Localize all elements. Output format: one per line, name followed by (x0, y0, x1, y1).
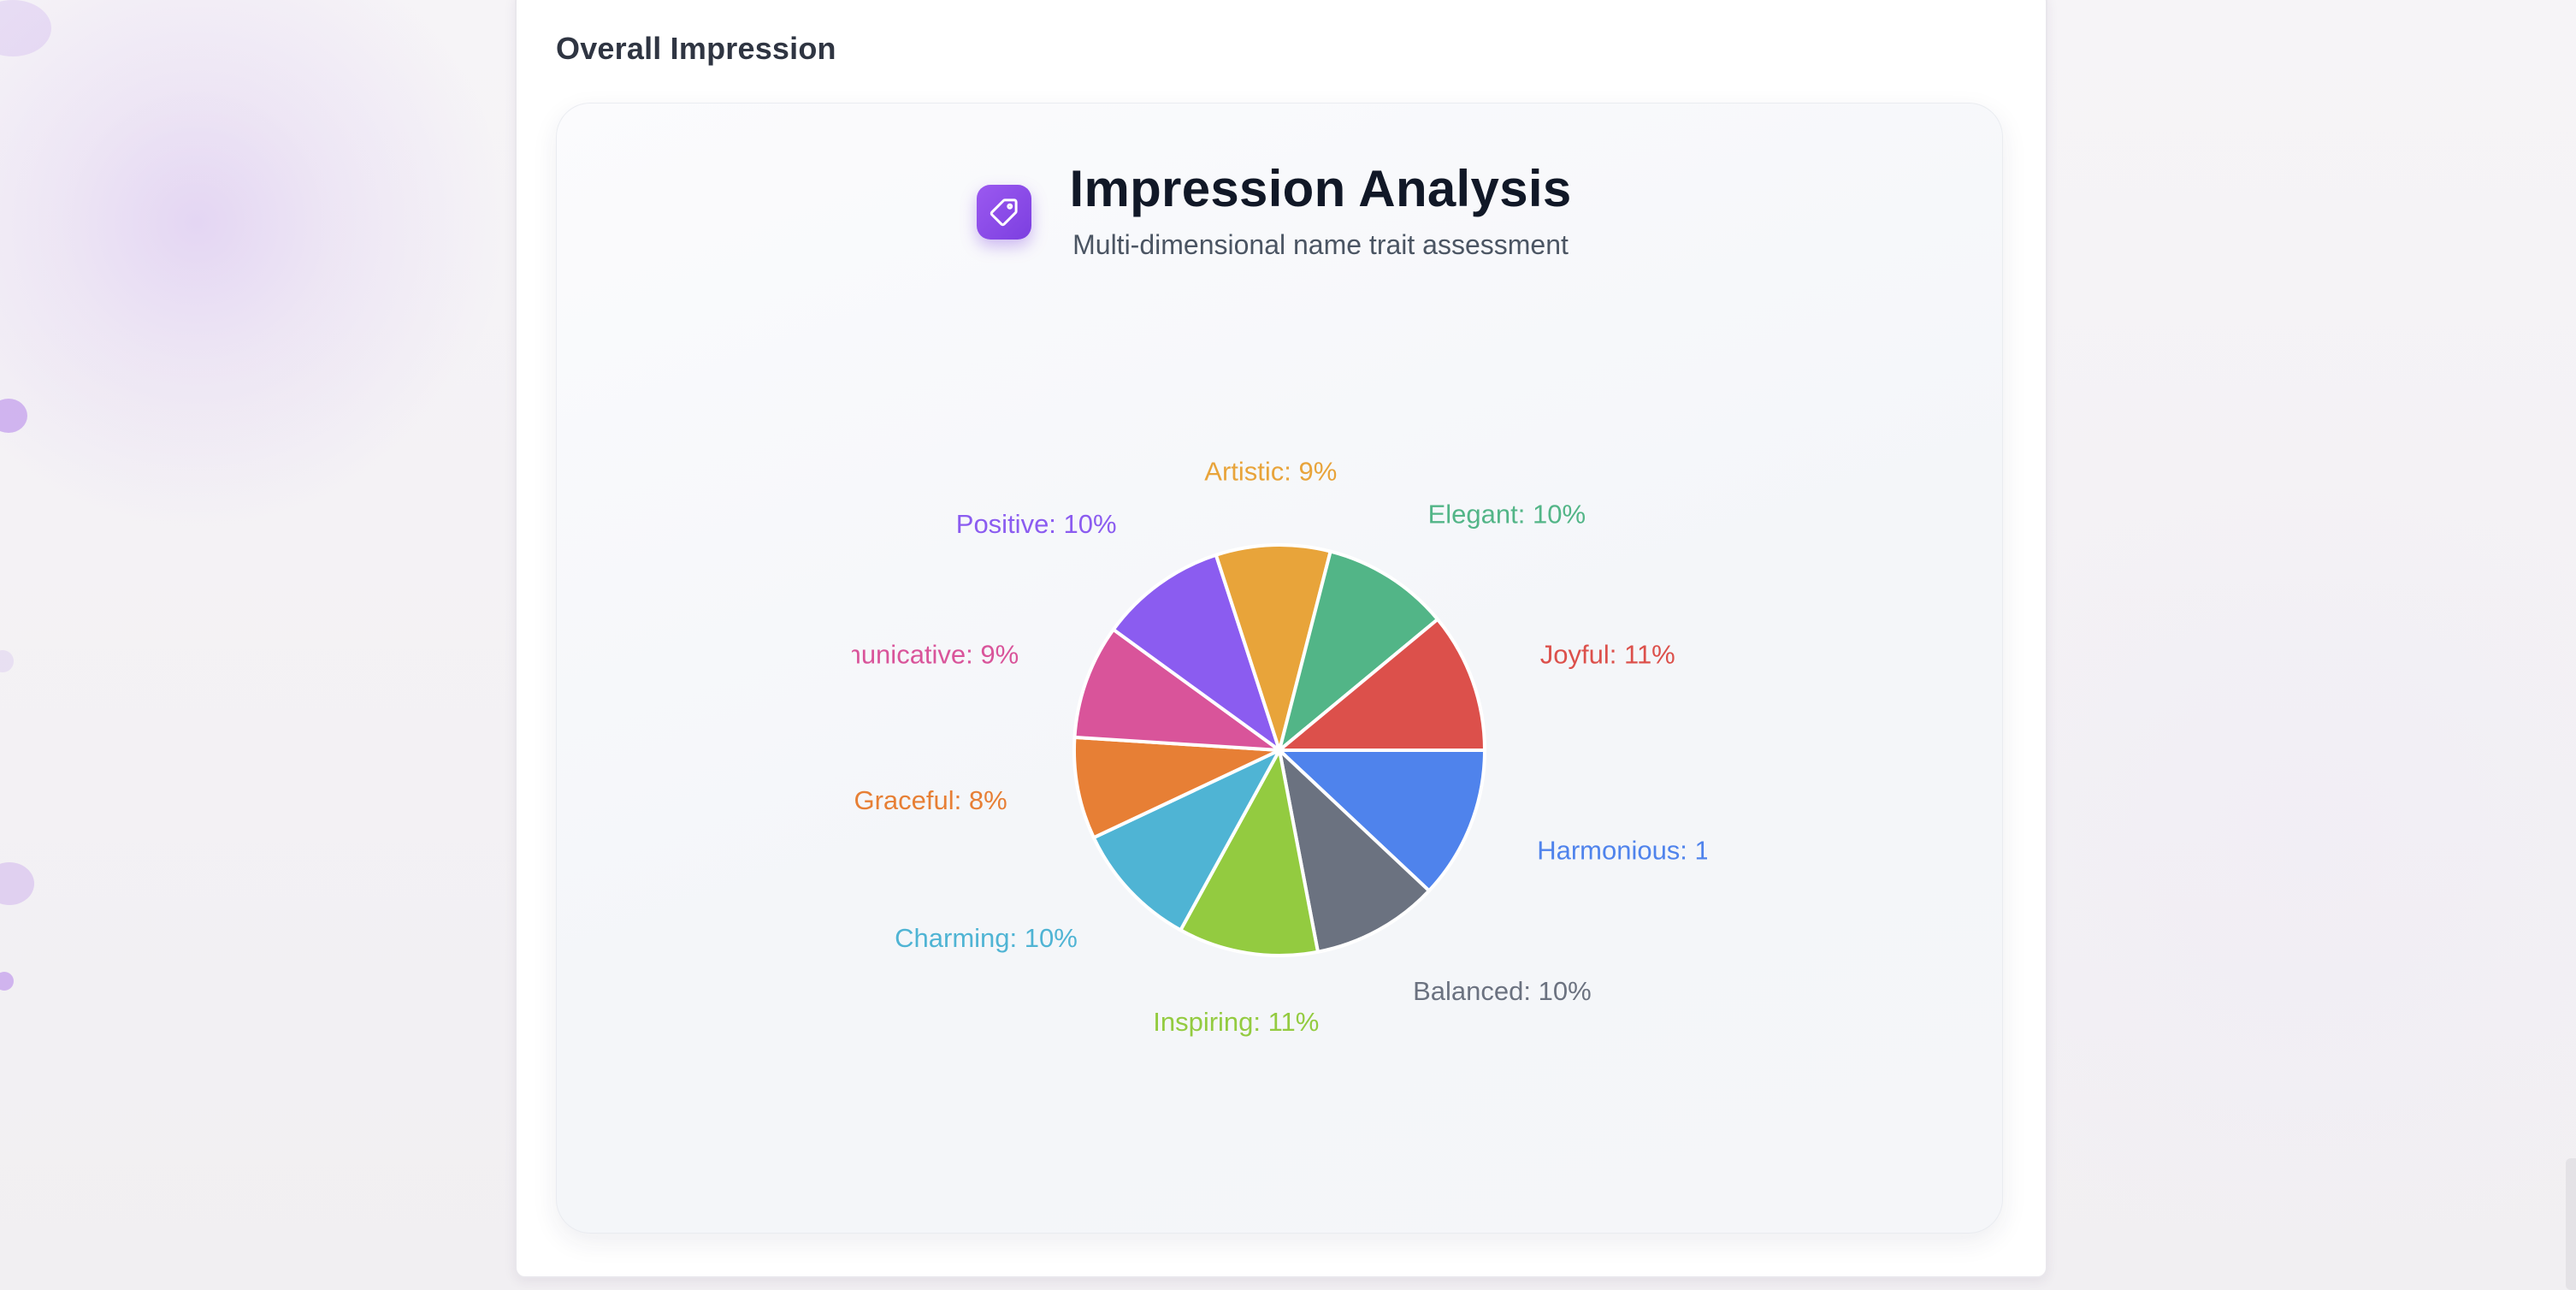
section-title: Overall Impression (556, 31, 836, 66)
pie-label-inspiring: Inspiring: 11% (1153, 1007, 1319, 1037)
pie-chart: Harmonious: 12% Balanced: 10% Inspiring: 1… (852, 445, 1707, 1061)
chart-title: Impression Analysis (1069, 160, 1572, 217)
decorative-dot (0, 399, 27, 433)
pie-slice-joyful[interactable] (1278, 618, 1486, 752)
pie-slice-harmonious[interactable] (1278, 749, 1486, 893)
pie-label-elegant: Elegant: 10% (1428, 500, 1586, 530)
decorative-dot (0, 862, 34, 905)
pie-label-graceful: Graceful: 8% (854, 785, 1007, 815)
pie-label-harmonious: Harmonious: 12% (1537, 835, 1707, 865)
chart-subtitle: Multi-dimensional name trait assessment (1072, 229, 1569, 260)
pie-label-joyful: Joyful: 11% (1540, 639, 1675, 669)
pie-chart-svg: Harmonious: 12% Balanced: 10% Inspiring: 1… (852, 456, 1707, 1037)
decorative-dot (0, 0, 51, 56)
pie-slice-communicative[interactable] (1072, 627, 1281, 752)
scrollbar-thumb[interactable] (2566, 1158, 2576, 1290)
pie-slice-inspiring[interactable] (1179, 749, 1320, 957)
pie-slice-balanced[interactable] (1278, 749, 1431, 954)
pie-slice-artistic[interactable] (1214, 543, 1332, 752)
pie-slice-charming[interactable] (1091, 749, 1281, 932)
pie-label-artistic: Artistic: 9% (1204, 456, 1337, 486)
pie-slice-elegant[interactable] (1278, 549, 1439, 752)
pie-label-positive: Positive: 10% (956, 509, 1117, 539)
pie-label-balanced: Balanced: 10% (1413, 976, 1592, 1006)
pie-label-communicative: Communicative: 9% (852, 639, 1019, 669)
pie-label-charming: Charming: 10% (895, 923, 1078, 953)
pie-slice-graceful[interactable] (1072, 735, 1281, 840)
decorative-dot (0, 650, 14, 672)
pie-slice-positive[interactable] (1111, 553, 1281, 752)
tag-icon (977, 185, 1031, 240)
decorative-dot (0, 972, 14, 991)
